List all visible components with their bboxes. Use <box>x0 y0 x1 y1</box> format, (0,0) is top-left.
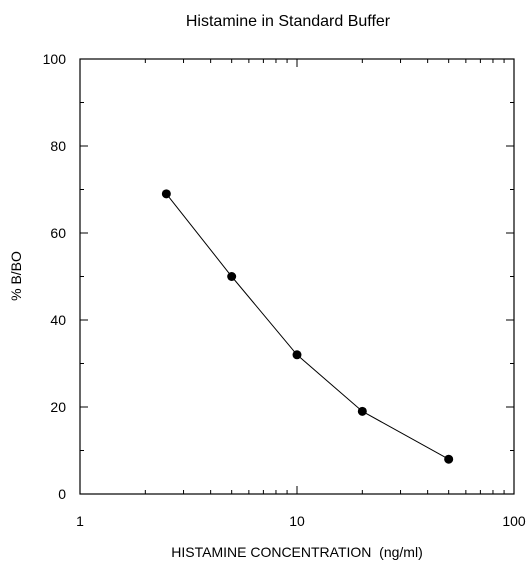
x-tick-label: 1 <box>76 513 84 529</box>
data-point <box>357 406 367 416</box>
x-tick-label: 100 <box>502 513 526 529</box>
chart-title: Histamine in Standard Buffer <box>186 13 391 30</box>
y-tick-label: 40 <box>50 312 66 328</box>
y-tick-label: 0 <box>58 486 66 502</box>
plot-frame <box>79 58 515 495</box>
series-line <box>165 193 449 460</box>
y-tick-label: 60 <box>50 225 66 241</box>
x-axis-label: HISTAMINE CONCENTRATION (ng/ml) <box>171 544 423 560</box>
data-point <box>292 350 302 360</box>
x-tick-labels: 1 10 100 <box>76 513 526 529</box>
x-axis <box>79 59 505 494</box>
x-tick-label: 10 <box>289 513 305 529</box>
data-point <box>444 454 454 464</box>
y-tick-label: 20 <box>50 399 66 415</box>
y-tick-label: 100 <box>43 51 67 67</box>
series-points <box>161 189 454 464</box>
y-axis <box>80 58 514 495</box>
data-point <box>161 189 171 199</box>
y-tick-label: 80 <box>50 138 66 154</box>
data-point <box>227 272 237 281</box>
y-tick-labels: 0 20 40 60 80 100 <box>43 51 67 502</box>
y-axis-label: % B/BO <box>8 251 24 301</box>
